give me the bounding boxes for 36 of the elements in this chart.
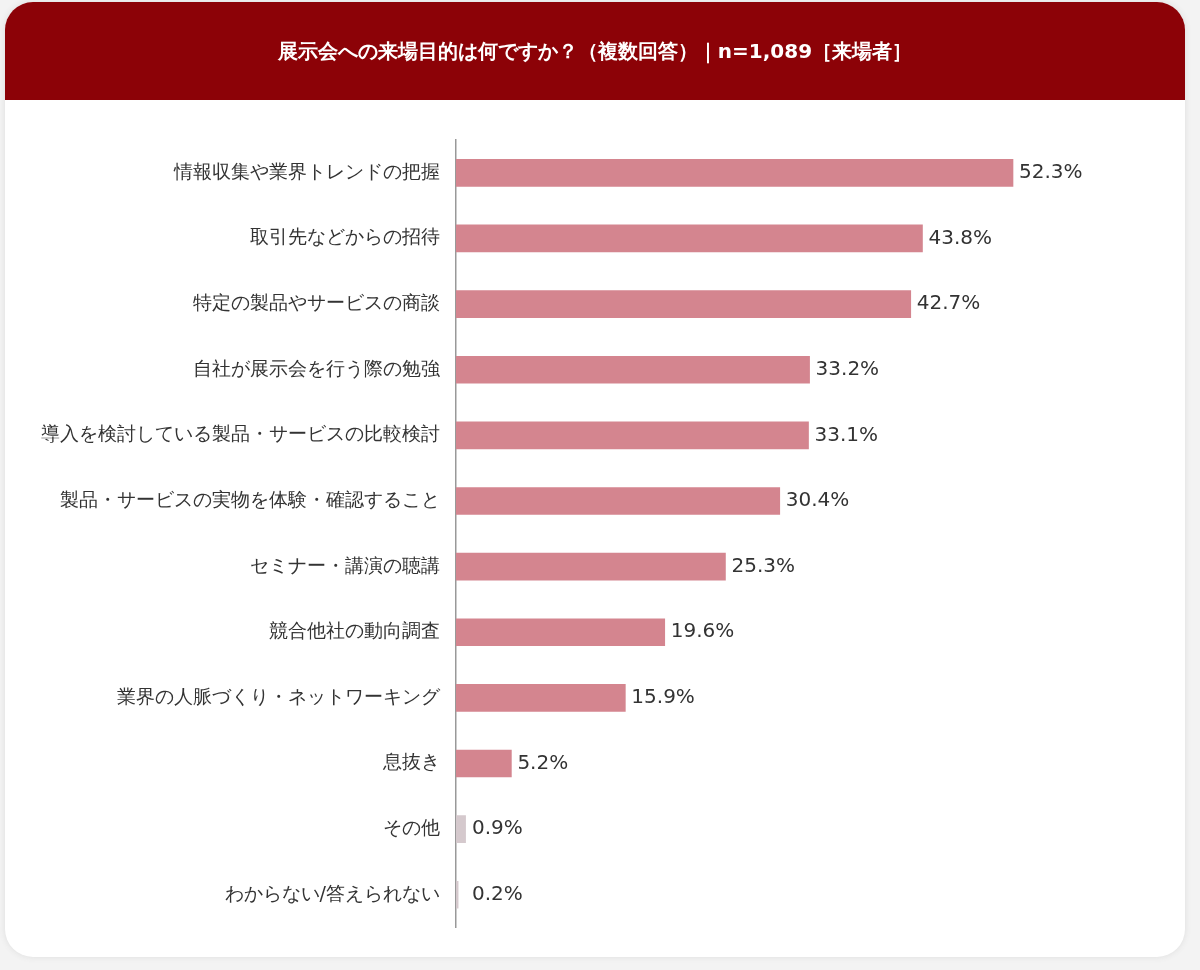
y-tick-label: 特定の製品やサービスの商談 — [193, 291, 440, 314]
y-tick-label: その他 — [383, 816, 440, 839]
data-label: 33.2% — [815, 355, 880, 380]
bar — [456, 815, 466, 843]
y-tick-label: 取引先などからの招待 — [250, 225, 440, 248]
y-tick-label: 情報収集や業界トレンドの把握 — [173, 159, 440, 182]
data-label: 15.9% — [631, 684, 695, 709]
bar — [456, 618, 666, 647]
data-label: 25.3% — [731, 552, 795, 577]
bar — [456, 355, 810, 384]
data-label: 30.4% — [785, 487, 850, 512]
bar — [456, 158, 1014, 187]
chart-title: 展示会への来場目的は何ですか？（複数回答）｜n=1,089［来場者］ — [5, 2, 1185, 100]
bar — [456, 487, 781, 515]
y-tick-label: 息抜き — [382, 750, 440, 773]
bar — [456, 421, 809, 450]
y-tick-label: セミナー・講演の聴講 — [250, 553, 440, 576]
data-label: 52.3% — [1018, 159, 1083, 184]
y-tick-label: 導入を検討している製品・サービスの比較検討 — [41, 422, 440, 445]
data-label: 42.7% — [916, 290, 981, 315]
data-label: 43.8% — [928, 224, 993, 249]
y-tick-label: 競合他社の動向調査 — [269, 619, 440, 642]
bar — [456, 224, 923, 253]
bar — [456, 290, 912, 318]
y-tick-label: 自社が展示会を行う際の勉強 — [193, 356, 440, 379]
bar — [456, 552, 726, 581]
data-label: 33.1% — [814, 421, 879, 446]
y-tick-label: 製品・サービスの実物を体験・確認すること — [60, 487, 440, 510]
data-label: 0.2% — [472, 880, 523, 905]
y-tick-label: わからない/答えられない — [224, 881, 440, 904]
bar — [456, 684, 626, 712]
data-label: 0.9% — [472, 815, 523, 840]
data-label: 5.2% — [517, 749, 569, 774]
data-label: 19.6% — [670, 618, 735, 643]
y-tick-label: 業界の人脈づくり・ネットワーキング — [117, 684, 441, 707]
bar — [456, 749, 512, 778]
